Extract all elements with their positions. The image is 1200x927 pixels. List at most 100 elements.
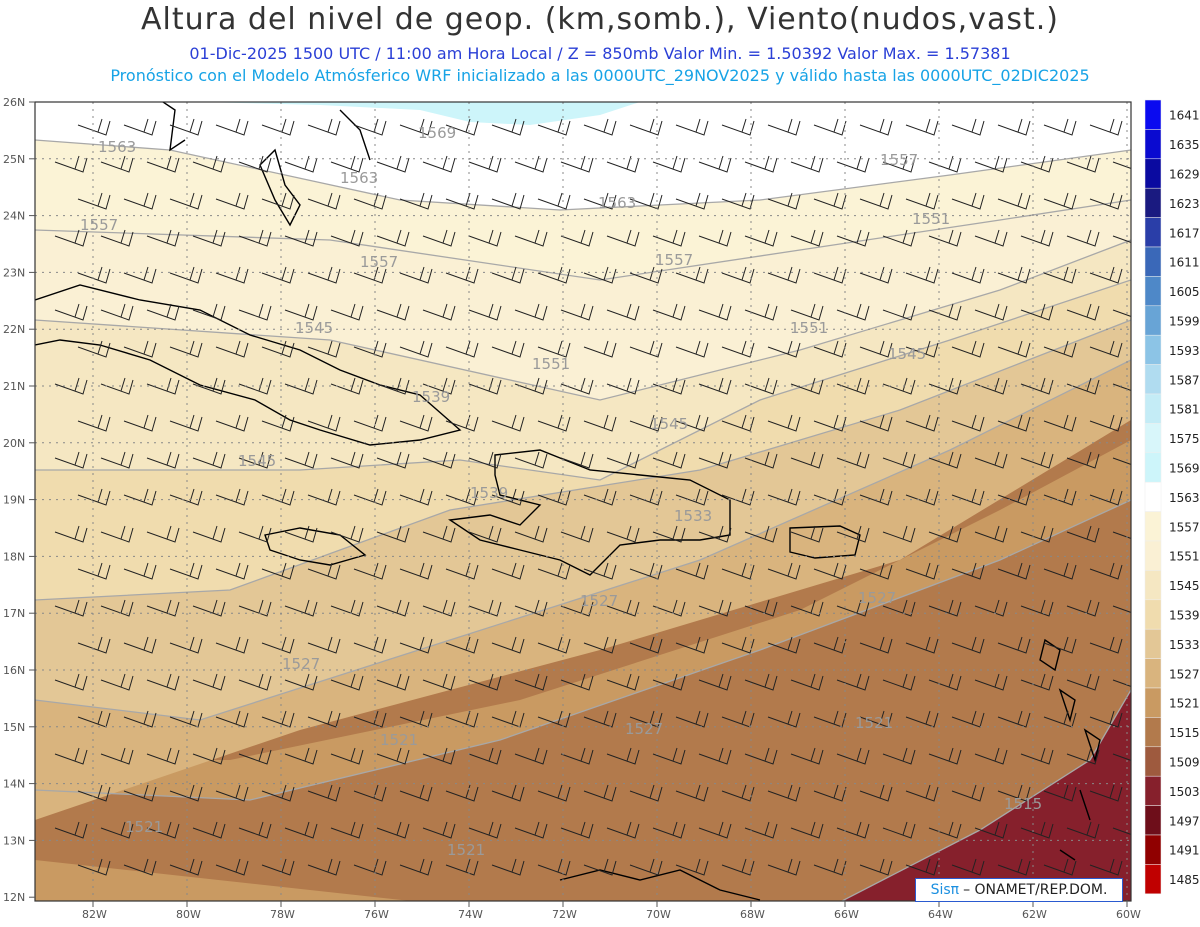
wind-barb (514, 747, 548, 765)
lat-label: 15N (3, 721, 25, 734)
wind-barb (77, 340, 111, 358)
graticule (35, 102, 1131, 901)
colorbar-swatch (1144, 158, 1162, 189)
colorbar-label: 1569 (1169, 462, 1200, 476)
wind-barb (284, 303, 318, 321)
wind-barb (399, 414, 433, 432)
wind-barb (491, 858, 525, 876)
colorbar-swatch (1144, 717, 1162, 748)
wind-barb (514, 451, 548, 469)
contour-label: 1563 (340, 169, 378, 187)
wind-barb (537, 118, 571, 136)
wind-barb (767, 488, 801, 506)
wind-barb (997, 636, 1031, 654)
credit-brand: Sisπ (930, 882, 960, 898)
wind-barb (1043, 562, 1077, 580)
wind-barb (675, 414, 709, 432)
wind-barb (1066, 155, 1100, 173)
wind-barb (652, 525, 686, 543)
contour-label: 1557 (80, 216, 118, 234)
lat-label: 20N (3, 437, 25, 450)
lat-label: 12N (3, 891, 25, 904)
colorbar-swatch (1144, 599, 1162, 630)
wind-barb (330, 525, 364, 543)
wind-barb (721, 266, 755, 284)
wind-barb (698, 303, 732, 321)
wind-barb (1112, 457, 1131, 465)
wind-barb (261, 192, 295, 210)
wind-barb (1089, 710, 1123, 728)
wind-barb (652, 229, 686, 247)
wind-barb (1112, 605, 1131, 613)
wind-barb (491, 266, 525, 284)
map-subtitle-valid-time: 01-Dic-2025 1500 UTC / 11:00 am Hora Loc… (189, 44, 1011, 63)
wind-barb (721, 858, 755, 876)
wind-barb (537, 488, 571, 506)
wind-barb (353, 562, 387, 580)
wind-barb (583, 414, 617, 432)
wind-barb (468, 747, 502, 765)
wind-barb (215, 784, 249, 802)
wind-barb (721, 784, 755, 802)
wind-barb (514, 821, 548, 839)
wind-barb (146, 747, 180, 765)
wind-barb (744, 155, 778, 173)
wind-barb (905, 192, 939, 210)
forecast-map: 1569 1563 1563 1563 1557 1557 1557 1557 1551 1551… (3, 96, 1200, 921)
wind-barb (123, 192, 157, 210)
wind-barb (606, 155, 640, 173)
wind-barb (698, 599, 732, 617)
contour-label: 1551 (532, 355, 570, 373)
wind-barb (169, 118, 203, 136)
wind-barb (445, 710, 479, 728)
colorbar-swatch (1144, 540, 1162, 571)
plot-frame (34, 101, 1132, 902)
wind-barb (169, 784, 203, 802)
wind-barb (54, 599, 88, 617)
wind-barb (146, 821, 180, 839)
wind-barb (698, 155, 732, 173)
wind-barb (560, 599, 594, 617)
lat-label: 16N (3, 664, 25, 677)
map-subtitle-model-info: Pronóstico con el Modelo Atmósferico WRF… (110, 66, 1090, 85)
wind-barb (698, 377, 732, 395)
lat-label: 23N (3, 266, 25, 279)
contour-label: 1563 (598, 194, 636, 212)
wind-barb (560, 155, 594, 173)
wind-barb (1020, 155, 1054, 173)
wind-barb (1043, 784, 1077, 802)
wind-barb (169, 562, 203, 580)
wind-barb (307, 784, 341, 802)
wind-barb (123, 710, 157, 728)
wind-barb (422, 673, 456, 691)
wind-barb (859, 192, 893, 210)
wind-barb (606, 747, 640, 765)
wind-barb (537, 562, 571, 580)
wind-barb (215, 414, 249, 432)
contour-label: 1521 (125, 818, 163, 836)
wind-barb (376, 747, 410, 765)
wind-barb (192, 155, 226, 173)
wind-barb (997, 414, 1031, 432)
wind-barb (399, 266, 433, 284)
wind-barb (123, 636, 157, 654)
wind-barb (997, 562, 1031, 580)
band-1551 (35, 200, 1131, 400)
wind-barb (169, 340, 203, 358)
band-1527 (35, 360, 1131, 820)
wind-barb (54, 821, 88, 839)
wind-barb (905, 784, 939, 802)
wind-barb (1043, 414, 1077, 432)
lat-label: 26N (3, 96, 25, 109)
lon-label: 66W (834, 908, 859, 921)
wind-barb (54, 155, 88, 173)
wind-barb (284, 821, 318, 839)
color-scale-bar: 1641 1635 1629 1623 1617 1611 1605 1599 1593 1587… (1144, 99, 1200, 895)
wind-barb (1112, 309, 1131, 317)
wind-barb (376, 673, 410, 691)
lon-label: 68W (740, 908, 765, 921)
wind-barb (583, 340, 617, 358)
wind-barb (974, 821, 1008, 839)
wind-barb (537, 414, 571, 432)
wind-barb (376, 451, 410, 469)
